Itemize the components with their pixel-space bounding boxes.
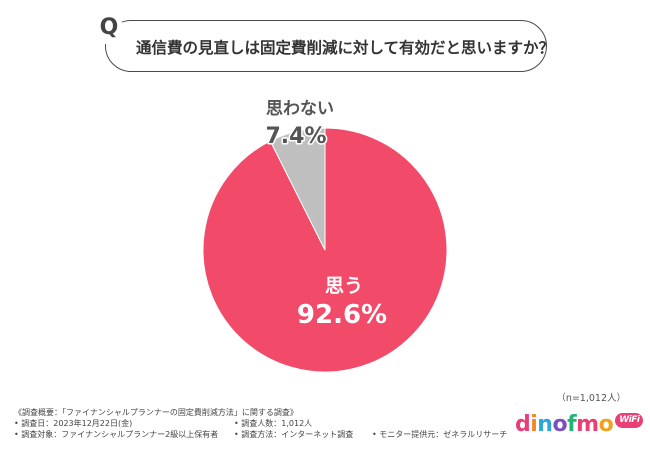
pie-label-category: 思わない xyxy=(266,99,334,119)
question-mark-icon: Q xyxy=(96,14,122,44)
logo-letter: o xyxy=(598,412,614,437)
logo-letter: i xyxy=(530,412,538,437)
logo-letter: d xyxy=(515,412,531,437)
logo-letter: m xyxy=(576,412,599,437)
logo-letter: o xyxy=(552,412,568,437)
question-text: 通信費の見直しは固定費削減に対して有効だと思いますか？ xyxy=(136,39,555,57)
footnote-item: • 調査方法：インターネット調査 xyxy=(234,430,354,439)
wifi-badge: WiFi xyxy=(615,413,644,428)
footnote-item: • モニター提供元：ゼネラルリサーチ xyxy=(372,430,508,439)
logo-letter: f xyxy=(567,412,577,437)
footnote-title: 《調査概要：「ファイナンシャルプランナーの固定費削減方法」に関する調査》 xyxy=(14,408,298,417)
footnote-item: • 調査人数：1,012人 xyxy=(234,419,313,428)
pie-slice-1 xyxy=(269,127,326,251)
pie-label-value: 92.6% xyxy=(297,300,387,330)
survey-footnote: 《調査概要：「ファイナンシャルプランナーの固定費削減方法」に関する調査》 • 調… xyxy=(14,407,507,440)
sample-size: （n=1,012人） xyxy=(556,393,626,404)
footnote-item: • 調査対象：ファイナンシャルプランナー2級以上保有者 xyxy=(14,430,219,439)
pie-label-value: 7.4% xyxy=(265,124,326,149)
question-box xyxy=(105,20,547,72)
dinofmo-logo: dinofmo WiFi xyxy=(515,412,644,444)
footnote-item: • 調査日：2023年12月22日(金) xyxy=(14,419,133,428)
logo-letter: n xyxy=(537,412,553,437)
pie-label-category: 思う xyxy=(325,275,363,297)
